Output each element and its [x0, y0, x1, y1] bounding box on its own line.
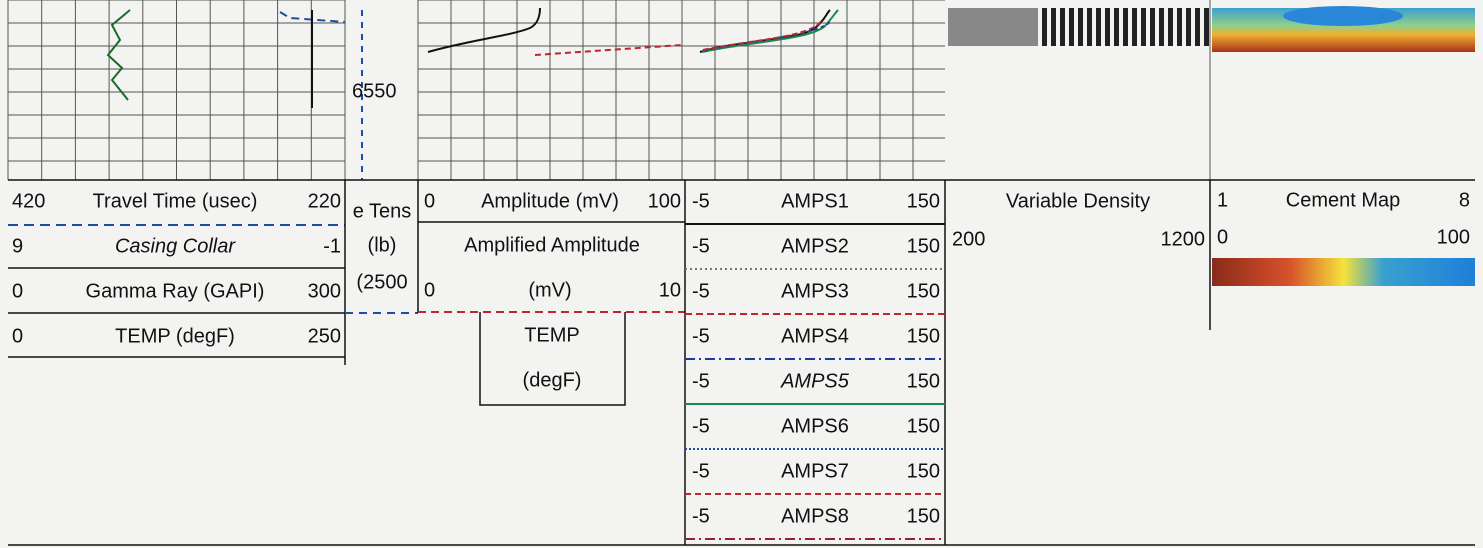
scale-right: 150: [907, 370, 940, 392]
curve-name: Amplitude (mV): [481, 190, 619, 212]
curve-name: (2500: [356, 271, 407, 293]
scale-right: 150: [907, 280, 940, 302]
vdl-bar: [1060, 8, 1065, 46]
scale-right: 220: [308, 190, 341, 212]
scale-right: 100: [1437, 226, 1470, 248]
scale-left: 420: [12, 190, 45, 212]
scale-left: 200: [952, 228, 985, 250]
vdl-bar: [1096, 8, 1101, 46]
curve-name: AMPS5: [780, 370, 850, 392]
scale-right: 150: [907, 190, 940, 212]
curve-name: AMPS6: [781, 415, 849, 437]
scale-right: 150: [907, 235, 940, 257]
scale-left: -5: [692, 325, 710, 347]
scale-right: 150: [907, 460, 940, 482]
curve-name: TEMP: [524, 324, 580, 346]
header-lines: [8, 179, 1475, 546]
scale-left: -5: [692, 370, 710, 392]
scale-right: 150: [907, 325, 940, 347]
vdl-bar: [1132, 8, 1137, 46]
curve-name: Casing Collar: [115, 235, 236, 257]
vdl-bar: [1069, 8, 1074, 46]
curve-name: AMPS3: [781, 280, 849, 302]
cement-map-image: [1283, 6, 1403, 26]
curve-name: Amplified Amplitude: [464, 234, 640, 256]
depth-label: 6550: [352, 80, 397, 102]
vdl-bar: [1051, 8, 1056, 46]
curve-name: AMPS8: [781, 505, 849, 527]
curve-name: AMPS7: [781, 460, 849, 482]
curve-name: AMPS4: [781, 325, 849, 347]
scale-left: 0: [424, 279, 435, 301]
scale-left: 0: [12, 325, 23, 347]
curve-name: Travel Time (usec): [93, 190, 258, 212]
vdl-bar: [1168, 8, 1173, 46]
curve-unit: (mV): [528, 279, 571, 301]
scale-left: 0: [12, 280, 23, 302]
curve-name: Gamma Ray (GAPI): [86, 280, 265, 302]
scale-left: 1: [1217, 189, 1228, 211]
curve-name: TEMP (degF): [115, 325, 235, 347]
scale-right: 1200: [1161, 228, 1206, 250]
scale-right: -1: [323, 235, 341, 257]
vdl-bar: [1204, 8, 1209, 46]
vdl-bar: [1177, 8, 1182, 46]
vdl-bar: [1114, 8, 1119, 46]
vdl-bar: [1105, 8, 1110, 46]
curve-name: AMPS1: [781, 190, 849, 212]
panel-title: Variable Density: [1006, 190, 1150, 212]
vdl-bar: [1141, 8, 1146, 46]
scale-right: 10: [659, 279, 681, 301]
vdl-bar: [1195, 8, 1200, 46]
scale-left: -5: [692, 190, 710, 212]
curve-unit: (degF): [523, 369, 582, 391]
scale-left: 0: [424, 190, 435, 212]
vdl-bar: [1159, 8, 1164, 46]
vdl-bar: [1078, 8, 1083, 46]
vdl-bar: [1087, 8, 1092, 46]
scale-left: -5: [692, 415, 710, 437]
curves: [106, 7, 839, 180]
curve-name: (lb): [368, 234, 397, 256]
scale-left: -5: [692, 235, 710, 257]
panel-title: Cement Map: [1286, 189, 1401, 211]
scale-left: -5: [692, 460, 710, 482]
vdl-bar: [1150, 8, 1155, 46]
vdl-image: [1042, 8, 1209, 46]
scale-right: 150: [907, 415, 940, 437]
scale-right: 8: [1459, 189, 1470, 211]
scale-right: 100: [648, 190, 681, 212]
vdl-bar: [1042, 8, 1047, 46]
track-grid: [7, 0, 1211, 180]
scale-left: -5: [692, 505, 710, 527]
vdl-bar: [1123, 8, 1128, 46]
scale-left: 0: [1217, 226, 1228, 248]
scale-left: 9: [12, 235, 23, 257]
curve-name: AMPS2: [781, 235, 849, 257]
vdl-image: [948, 8, 1038, 46]
scale-right: 250: [308, 325, 341, 347]
cement-map-scale: [1212, 258, 1475, 286]
scale-left: -5: [692, 280, 710, 302]
curve-name: e Tens: [353, 200, 412, 222]
vdl-bar: [1186, 8, 1191, 46]
scale-right: 150: [907, 505, 940, 527]
scale-right: 300: [308, 280, 341, 302]
amps-lines: [685, 223, 945, 540]
